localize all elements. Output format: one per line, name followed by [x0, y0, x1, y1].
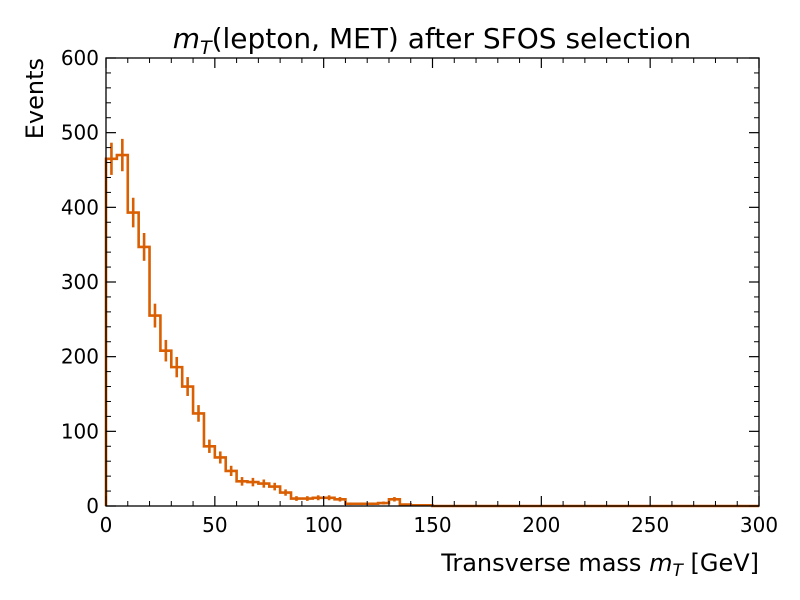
- axis-tick-labels: 0 50 100 150 200 250 300 0 100 200 300 400 500 600: [61, 46, 778, 537]
- y-tick-label: 200: [61, 345, 99, 369]
- y-tick-label: 500: [61, 121, 99, 145]
- chart-title: mT(lepton, MET) after SFOS selection: [173, 22, 692, 59]
- x-tick-label: 0: [100, 513, 113, 537]
- y-tick-label: 400: [61, 195, 99, 219]
- plot-area: [104, 138, 759, 508]
- x-tick-label: 300: [740, 513, 778, 537]
- x-tick-label: 250: [631, 513, 669, 537]
- x-tick-label: 150: [413, 513, 451, 537]
- y-tick-label: 100: [61, 419, 99, 443]
- axis-ticks: [105, 57, 760, 507]
- y-tick-label: 300: [61, 270, 99, 294]
- y-tick-label: 0: [86, 494, 99, 518]
- x-tick-label: 200: [522, 513, 560, 537]
- x-tick-label: 100: [305, 513, 343, 537]
- x-axis-label: Transverse mass mT [GeV]: [440, 549, 759, 581]
- y-axis-label: Events: [21, 58, 49, 139]
- histogram-series-line: [104, 153, 759, 508]
- x-tick-label: 50: [202, 513, 227, 537]
- y-tick-label: 600: [61, 46, 99, 70]
